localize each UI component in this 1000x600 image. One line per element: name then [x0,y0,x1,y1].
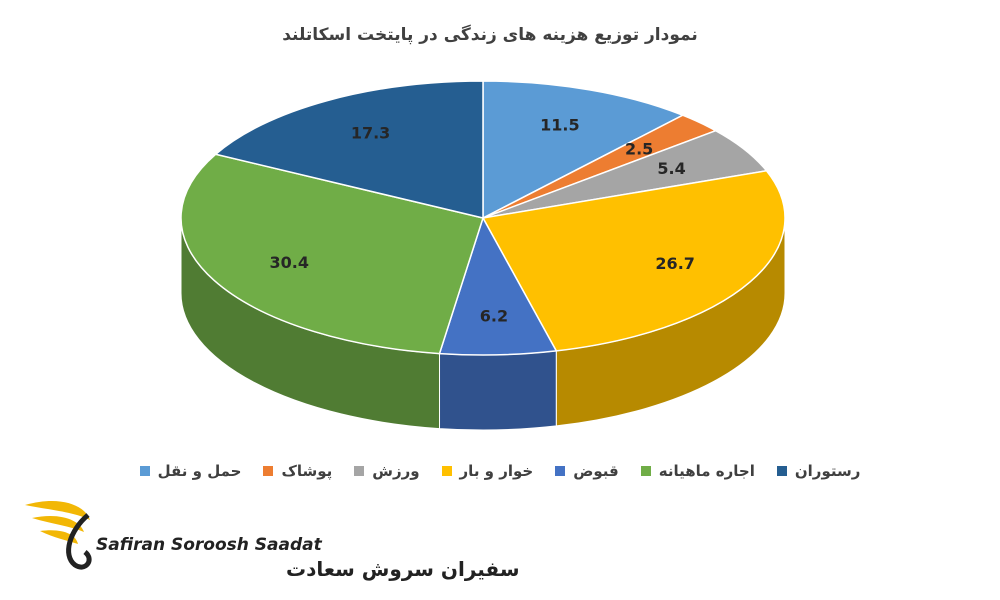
legend-label: خوار و بار [459,462,534,480]
legend-label: ورزش [372,462,420,480]
data-label: 6.2 [480,307,508,326]
legend-label: قبوض [573,462,619,480]
legend-swatch [354,466,365,476]
pie: 11.5 2.55.4 26.7 6.2 30.4 17.3 [180,80,786,431]
data-label: 2.5 [625,139,653,158]
legend-label: اجاره ماهیانه [658,462,755,480]
tops [180,80,786,356]
legend-swatch [640,466,651,476]
slice-side [439,350,557,431]
legend-item: خوار و بار [441,462,534,480]
sides [180,217,786,431]
data-label: 30.4 [270,253,309,272]
slice [214,80,484,219]
logo-wing [25,500,90,520]
slice [438,216,558,356]
data-label: 26.7 [655,254,694,273]
legend-swatch [263,466,274,476]
data-label: 11.5 [540,116,579,135]
slice [482,80,685,220]
legend-item: اجاره ماهیانه [640,462,755,480]
data-label: 17.3 [351,124,390,143]
logo-latin: Safiran Soroosh Saadat [96,535,323,555]
legend-label: پوشاک [281,462,333,480]
legend-item: رستوران [776,462,861,480]
legend: حمل و نقل پوشاک ورزش خوار و بار قبوض اجاره ما… [0,462,1000,480]
legend-swatch [441,466,452,476]
chart-title: نمودار توزیع هزینه های زندگی در پایتخت ا… [282,24,698,45]
logo-neck [66,513,92,570]
legend-item: ورزش [354,462,420,480]
logo-persian: سفیران سروش سعادت [286,557,520,581]
logo-wing [32,515,84,532]
legend-item: حمل و نقل [139,462,242,480]
legend-item: پوشاک [263,462,332,480]
slice [180,153,484,355]
data-label: 5.4 [657,159,685,178]
labels: 11.5 2.55.4 26.7 6.2 30.4 17.3 [270,116,695,326]
legend-item: قبوض [555,462,619,480]
legend-swatch [555,466,566,476]
legend-label: رستوران [794,462,861,480]
legend-swatch [776,466,787,476]
legend-swatch [139,466,150,476]
slice [481,169,786,352]
legend-label: حمل و نقل [157,462,242,480]
logo: Safiran Soroosh Saadat سفیران سروش سعادت [25,500,520,581]
